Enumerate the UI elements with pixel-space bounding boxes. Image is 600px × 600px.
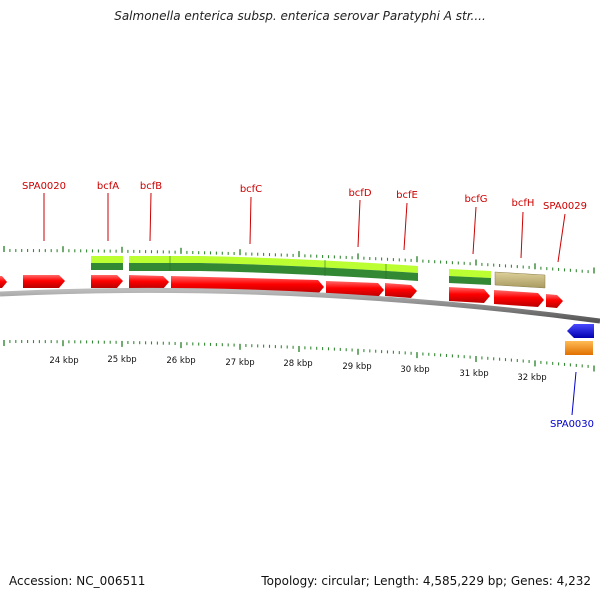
- gene-arrow-spa0020[interactable]: [23, 275, 65, 288]
- cds-bar-bcfa-dark: [91, 263, 123, 270]
- gene-arrow-bcfe[interactable]: [385, 283, 417, 298]
- scale-label: 30 kbp: [400, 365, 429, 375]
- scale-label: 32 kbp: [517, 373, 546, 383]
- scale-labels: 24 kbp 25 kbp 26 kbp 27 kbp 28 kbp 29 kb…: [49, 355, 546, 383]
- top-gene-labels: SPA0020 bcfA bcfB bcfC bcfD bcfE bcfG bc…: [22, 181, 587, 263]
- genome-backbone: [0, 287, 600, 324]
- leader-line: [403, 202, 408, 251]
- cds-bar-bcfg[interactable]: [449, 269, 491, 278]
- leader-line: [557, 213, 566, 263]
- map-title: Salmonella enterica subsp. enterica sero…: [114, 9, 486, 23]
- gene-label-spa0030[interactable]: SPA0030: [550, 419, 594, 430]
- scale-label: 27 kbp: [225, 358, 254, 368]
- rna-feature-bar[interactable]: [565, 341, 593, 355]
- bottom-gene-labels: SPA0030: [550, 371, 594, 430]
- gene-arrow-spa0030[interactable]: [567, 324, 594, 338]
- leader-line: [357, 199, 361, 248]
- cds-track: [91, 256, 546, 289]
- gene-label-bcfh[interactable]: bcfH: [512, 198, 535, 209]
- cds-bar-bcfb-bcfe-dark: [129, 263, 418, 281]
- scale-label: 29 kbp: [342, 362, 371, 372]
- gene-arrow-bcfb[interactable]: [129, 275, 169, 289]
- accession-text: Accession: NC_006511: [9, 574, 146, 588]
- gene-label-spa0020[interactable]: SPA0020: [22, 181, 66, 192]
- gene-label-spa0029[interactable]: SPA0029: [543, 201, 587, 212]
- gene-label-bcfc[interactable]: bcfC: [240, 184, 262, 195]
- gene-label-bcfb[interactable]: bcfB: [140, 181, 162, 192]
- reverse-gene-track: [565, 324, 594, 355]
- gene-arrow-bcfa[interactable]: [91, 275, 123, 288]
- gene-label-bcfg[interactable]: bcfG: [464, 194, 487, 205]
- cds-bar-bcfg-dark: [449, 276, 491, 285]
- scale-label: 25 kbp: [107, 355, 136, 365]
- scale-label: 28 kbp: [283, 359, 312, 369]
- outer-tick-track: [3, 246, 595, 274]
- leader-line: [149, 192, 152, 242]
- scale-label: 26 kbp: [166, 356, 195, 366]
- inner-tick-track: [3, 340, 595, 372]
- gene-label-bcfe[interactable]: bcfE: [396, 190, 418, 201]
- gene-arrow-bcfh[interactable]: [494, 290, 544, 307]
- genome-summary-text: Topology: circular; Length: 4,585,229 bp…: [261, 574, 591, 588]
- scale-label: 31 kbp: [459, 369, 488, 379]
- gene-label-bcfa[interactable]: bcfA: [97, 181, 119, 192]
- leader-line: [472, 206, 477, 255]
- cds-bar-bcfa[interactable]: [91, 256, 123, 263]
- gene-arrow-bcfg[interactable]: [449, 287, 490, 303]
- pseudo-bar-bcfh[interactable]: [494, 271, 546, 289]
- gene-arrow-bcfd[interactable]: [326, 281, 384, 297]
- leader-line: [520, 211, 524, 259]
- gene-arrow-spa0029[interactable]: [546, 294, 563, 308]
- leader-line: [571, 371, 577, 416]
- gene-label-bcfd[interactable]: bcfD: [348, 188, 371, 199]
- scale-label: 24 kbp: [49, 356, 78, 366]
- cds-bar-bcfb-bcfe[interactable]: [129, 256, 418, 273]
- leader-line: [249, 196, 252, 245]
- gene-arrow-spa0019[interactable]: [0, 276, 7, 288]
